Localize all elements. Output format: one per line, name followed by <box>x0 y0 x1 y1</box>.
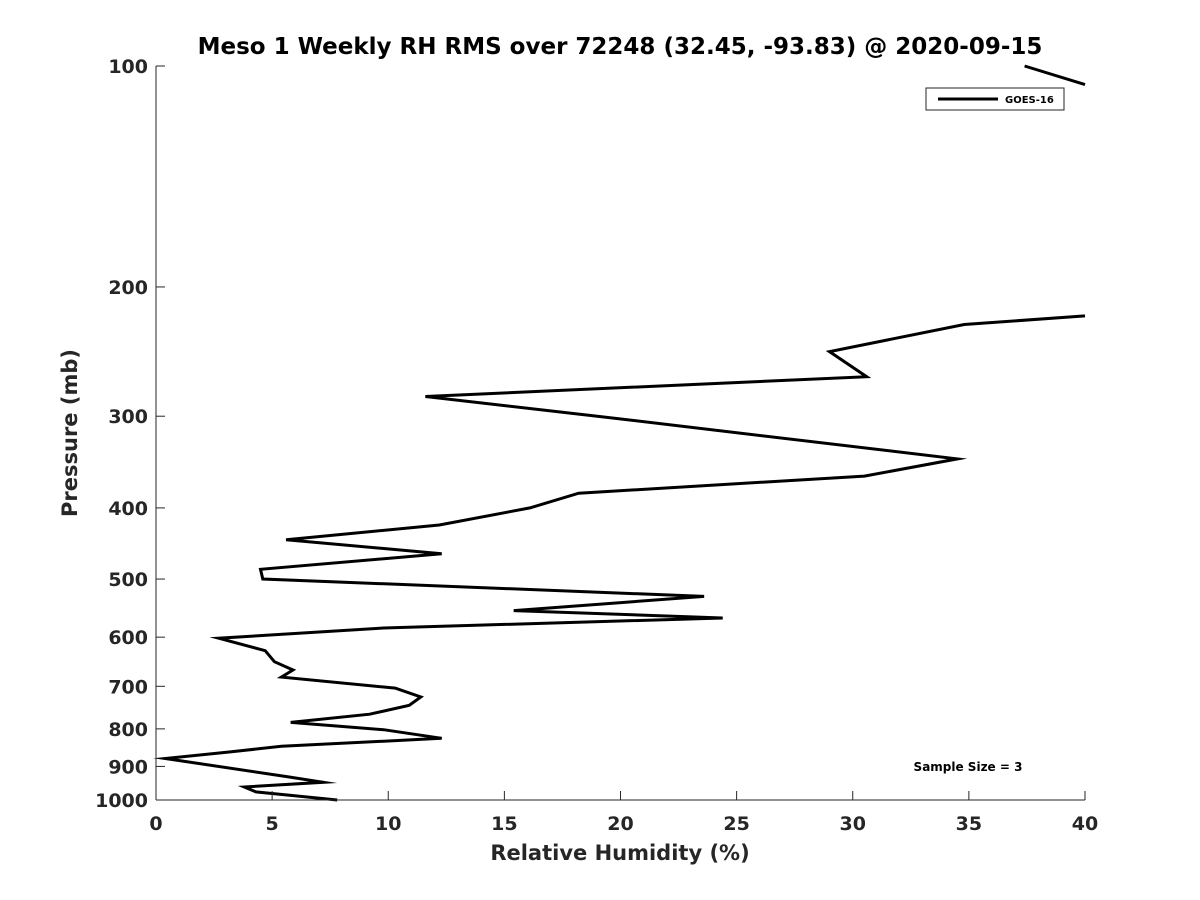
y-tick-label: 400 <box>108 498 148 520</box>
y-tick-label: 800 <box>108 719 148 741</box>
y-axis-ticks: 100 200 300 400 500 600 700 800 900 1000 <box>95 56 165 812</box>
series-line-goes-16-segment-0 <box>1024 64 1086 87</box>
x-tick-label: 35 <box>956 813 982 835</box>
legend-entry-goes-16: GOES-16 <box>1005 95 1054 106</box>
y-tick-label: 700 <box>108 676 148 698</box>
y-tick-label: 100 <box>108 56 148 78</box>
y-tick-label: 200 <box>108 277 148 299</box>
x-tick-label: 20 <box>607 813 633 835</box>
plot-area: 0 5 10 15 20 25 30 35 40 100 200 300 400 500 600 700 80… <box>95 56 1098 835</box>
x-tick-label: 15 <box>491 813 517 835</box>
x-axis-ticks: 0 5 10 15 20 25 30 35 40 <box>149 791 1098 835</box>
legend: GOES-16 <box>925 87 1065 111</box>
y-tick-label: 600 <box>108 627 148 649</box>
y-tick-label: 1000 <box>95 790 148 812</box>
y-tick-label: 300 <box>108 406 148 428</box>
series-layer <box>153 64 1086 802</box>
y-axis-label: Pressure (mb) <box>58 349 82 517</box>
x-tick-label: 25 <box>723 813 749 835</box>
y-tick-label: 900 <box>108 756 148 778</box>
x-tick-label: 40 <box>1072 813 1098 835</box>
y-tick-label: 500 <box>108 569 148 591</box>
chart-title: Meso 1 Weekly RH RMS over 72248 (32.45, … <box>198 34 1043 60</box>
series-line-goes-16-segment-1 <box>153 314 1086 802</box>
x-tick-label: 30 <box>840 813 866 835</box>
sample-size-annotation: Sample Size = 3 <box>914 760 1023 774</box>
x-tick-label: 0 <box>149 813 162 835</box>
x-tick-label: 5 <box>266 813 279 835</box>
x-axis-label: Relative Humidity (%) <box>490 841 749 865</box>
x-tick-label: 10 <box>375 813 401 835</box>
